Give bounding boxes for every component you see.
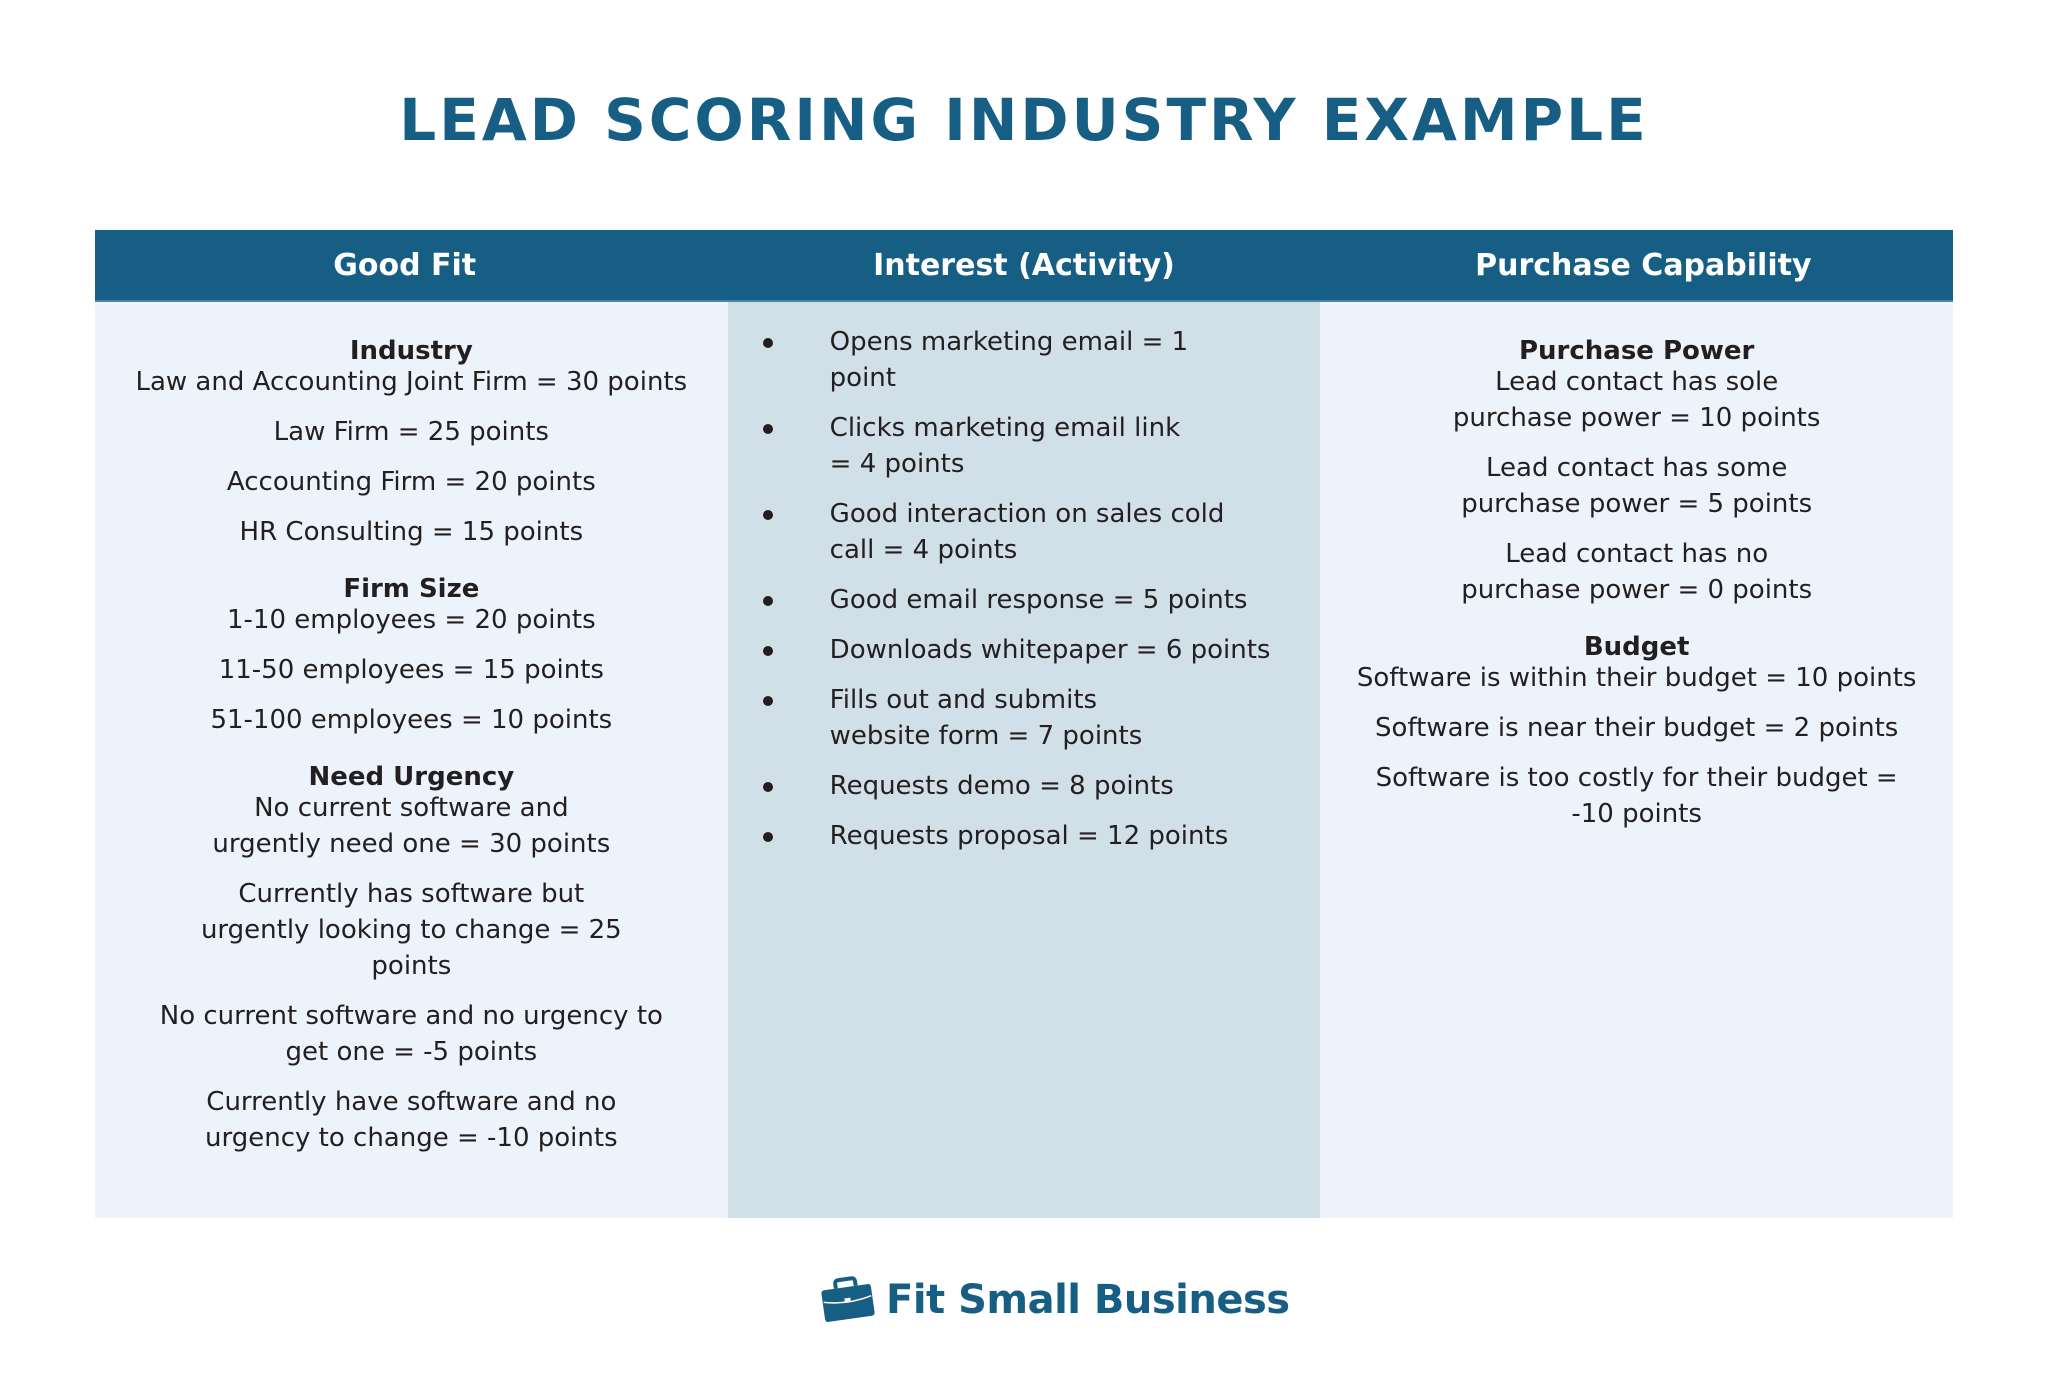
group-need-urgency: Need Urgency No current software and urg… [115, 764, 708, 1156]
bullet-icon [762, 596, 773, 606]
column-good-fit: Industry Law and Accounting Joint Firm =… [95, 302, 728, 1218]
list-item: Good email response = 5 points [762, 582, 1250, 618]
header-good-fit: Good Fit [333, 247, 477, 283]
score-item: HR Consulting = 15 points [239, 517, 584, 547]
score-item: Currently have software and no urgency t… [205, 1087, 618, 1153]
list-item: Fills out and submits website form = 7 p… [762, 682, 1170, 754]
bullet-icon [762, 424, 773, 434]
bullet-icon [762, 338, 773, 348]
bullet-icon [762, 646, 773, 656]
list-item: Downloads whitepaper = 6 points [762, 632, 1310, 668]
activity-text: Good email response = 5 points [829, 585, 1248, 615]
group-title: Budget [1583, 632, 1690, 662]
score-item: Lead contact has no purchase power = 0 p… [1461, 539, 1813, 605]
briefcase-icon [821, 1276, 875, 1322]
table-header-row: Good Fit Interest (Activity) Purchase Ca… [95, 230, 1953, 302]
group-industry: Industry Law and Accounting Joint Firm =… [115, 338, 708, 550]
score-item: Accounting Firm = 20 points [226, 467, 596, 497]
list-item: Opens marketing email = 1 point [762, 324, 1250, 396]
activity-list: Opens marketing email = 1 point Clicks m… [728, 302, 1321, 854]
activity-text: Requests demo = 8 points [829, 771, 1174, 801]
score-item: Currently has software but urgently look… [200, 879, 622, 981]
score-item: 11-50 employees = 15 points [218, 655, 604, 685]
fit-small-business-logo: Fit Small Business [820, 1272, 1290, 1328]
group-budget: Budget Software is within their budget =… [1340, 634, 1933, 832]
list-item: Requests demo = 8 points [762, 768, 1250, 804]
header-interest-activity: Interest (Activity) [873, 247, 1175, 283]
group-title: Industry [349, 336, 473, 366]
group-firm-size: Firm Size 1-10 employees = 20 points 11-… [115, 576, 708, 738]
activity-text: Downloads whitepaper = 6 points [829, 635, 1271, 665]
score-item: No current software and no urgency to ge… [159, 1001, 663, 1067]
score-item: Software is near their budget = 2 points [1375, 713, 1899, 743]
column-interest-activity: Opens marketing email = 1 point Clicks m… [727, 302, 1321, 1218]
bullet-icon [762, 832, 773, 842]
activity-text: Requests proposal = 12 points [829, 821, 1229, 851]
bullet-icon [762, 782, 773, 792]
bullet-icon [762, 510, 773, 520]
header-purchase-capability: Purchase Capability [1475, 247, 1812, 283]
activity-text: Good interaction on sales cold call = 4 … [829, 499, 1225, 565]
score-item: Lead contact has some purchase power = 5… [1461, 453, 1813, 519]
score-item: Law and Accounting Joint Firm = 30 point… [135, 367, 688, 397]
list-item: Requests proposal = 12 points [762, 818, 1250, 854]
list-item: Good interaction on sales cold call = 4 … [762, 496, 1230, 568]
score-item: Law Firm = 25 points [273, 417, 549, 447]
score-item: Lead contact has sole purchase power = 1… [1452, 367, 1821, 433]
activity-text: Opens marketing email = 1 point [829, 327, 1189, 393]
activity-text: Fills out and submits website form = 7 p… [829, 685, 1143, 751]
page-title: LEAD SCORING INDUSTRY EXAMPLE [399, 86, 1649, 154]
score-item: 1-10 employees = 20 points [227, 605, 596, 635]
logo-text: Fit Small Business [886, 1277, 1290, 1323]
score-item: 51-100 employees = 10 points [210, 705, 613, 735]
group-title: Need Urgency [308, 762, 515, 792]
score-item: No current software and urgently need on… [212, 793, 611, 859]
column-purchase-capability: Purchase Power Lead contact has sole pur… [1320, 302, 1954, 1218]
table-body-row: Industry Law and Accounting Joint Firm =… [95, 302, 1954, 1218]
group-title: Purchase Power [1518, 336, 1755, 366]
lead-scoring-table: Good Fit Interest (Activity) Purchase Ca… [95, 230, 1954, 1218]
score-item: Software is within their budget = 10 poi… [1356, 663, 1917, 693]
list-item: Clicks marketing email link = 4 points [762, 410, 1190, 482]
group-title: Firm Size [343, 574, 480, 604]
group-purchase-power: Purchase Power Lead contact has sole pur… [1340, 338, 1933, 608]
score-item: Software is too costly for their budget … [1375, 763, 1898, 829]
bullet-icon [762, 696, 773, 706]
activity-text: Clicks marketing email link = 4 points [829, 413, 1181, 479]
